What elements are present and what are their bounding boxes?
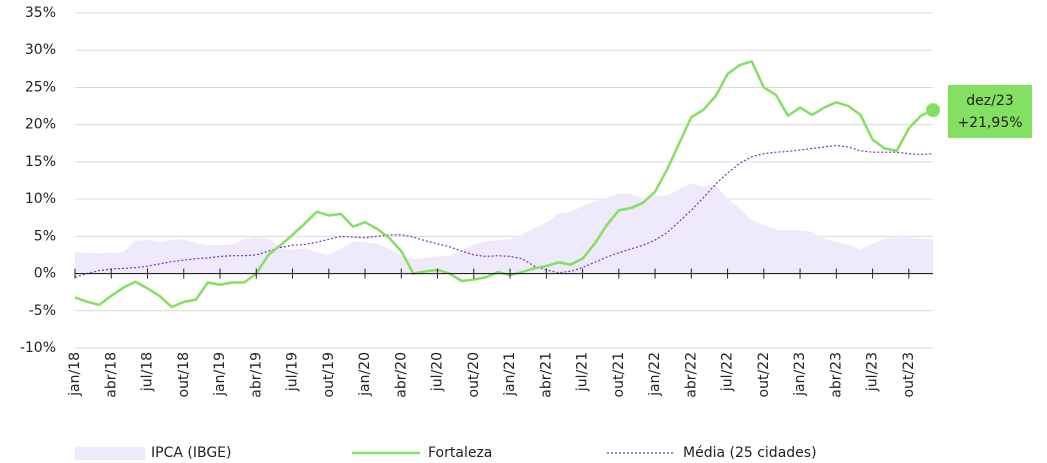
x-tick-label: jul/19 <box>285 352 301 392</box>
y-tick-label: 10% <box>25 191 56 207</box>
y-tick-label: 15% <box>25 154 56 170</box>
annotation-box <box>948 85 1032 138</box>
legend-label: Média (25 cidades) <box>683 445 817 461</box>
x-tick-label: jan/20 <box>357 352 373 397</box>
legend-swatch <box>75 447 145 460</box>
x-tick-label: abr/20 <box>393 352 409 398</box>
x-tick-label: abr/19 <box>248 352 264 398</box>
legend-item: IPCA (IBGE) <box>75 445 231 461</box>
annotation-label: dez/23 <box>966 93 1013 109</box>
x-tick-label: jul/20 <box>430 352 446 392</box>
y-tick-label: 20% <box>25 117 56 133</box>
annotation-value: +21,95% <box>957 115 1022 131</box>
y-tick-label: -5% <box>29 303 56 319</box>
x-tick-label: jan/19 <box>212 352 228 397</box>
end-point <box>926 103 940 118</box>
y-tick-label: 35% <box>25 5 56 21</box>
legend-item: Fortaleza <box>352 445 492 461</box>
x-tick-label: out/22 <box>756 352 772 397</box>
y-tick-label: -10% <box>20 340 56 356</box>
x-tick-label: jan/18 <box>67 352 83 397</box>
legend-label: Fortaleza <box>428 445 492 461</box>
x-tick-label: out/19 <box>321 352 337 397</box>
area <box>75 183 933 274</box>
x-tick-label: out/23 <box>901 352 917 397</box>
x-tick-label: jan/23 <box>792 352 808 397</box>
dashed-line <box>74 144 934 278</box>
x-tick-label: jul/21 <box>575 352 591 392</box>
x-tick-label: out/20 <box>466 352 482 397</box>
y-tick-label: 5% <box>34 228 56 244</box>
y-tick-label: 25% <box>25 79 56 95</box>
x-tick-label: jan/22 <box>647 352 663 397</box>
x-tick-label: abr/18 <box>103 352 119 398</box>
x-tick-label: out/18 <box>176 352 192 397</box>
x-tick-label: jan/21 <box>502 352 518 397</box>
legend-item: Média (25 cidades) <box>607 445 817 461</box>
x-tick-label: abr/22 <box>683 352 699 398</box>
x-tick-label: jul/23 <box>865 352 881 392</box>
y-tick-label: 0% <box>34 266 56 282</box>
y-tick-label: 30% <box>25 42 56 58</box>
x-tick-label: abr/21 <box>538 352 554 398</box>
legend-label: IPCA (IBGE) <box>151 445 231 461</box>
x-tick-label: jul/22 <box>720 352 736 392</box>
x-tick-label: out/21 <box>611 352 627 397</box>
x-tick-label: jul/18 <box>140 352 156 392</box>
x-tick-label: abr/23 <box>828 352 844 398</box>
